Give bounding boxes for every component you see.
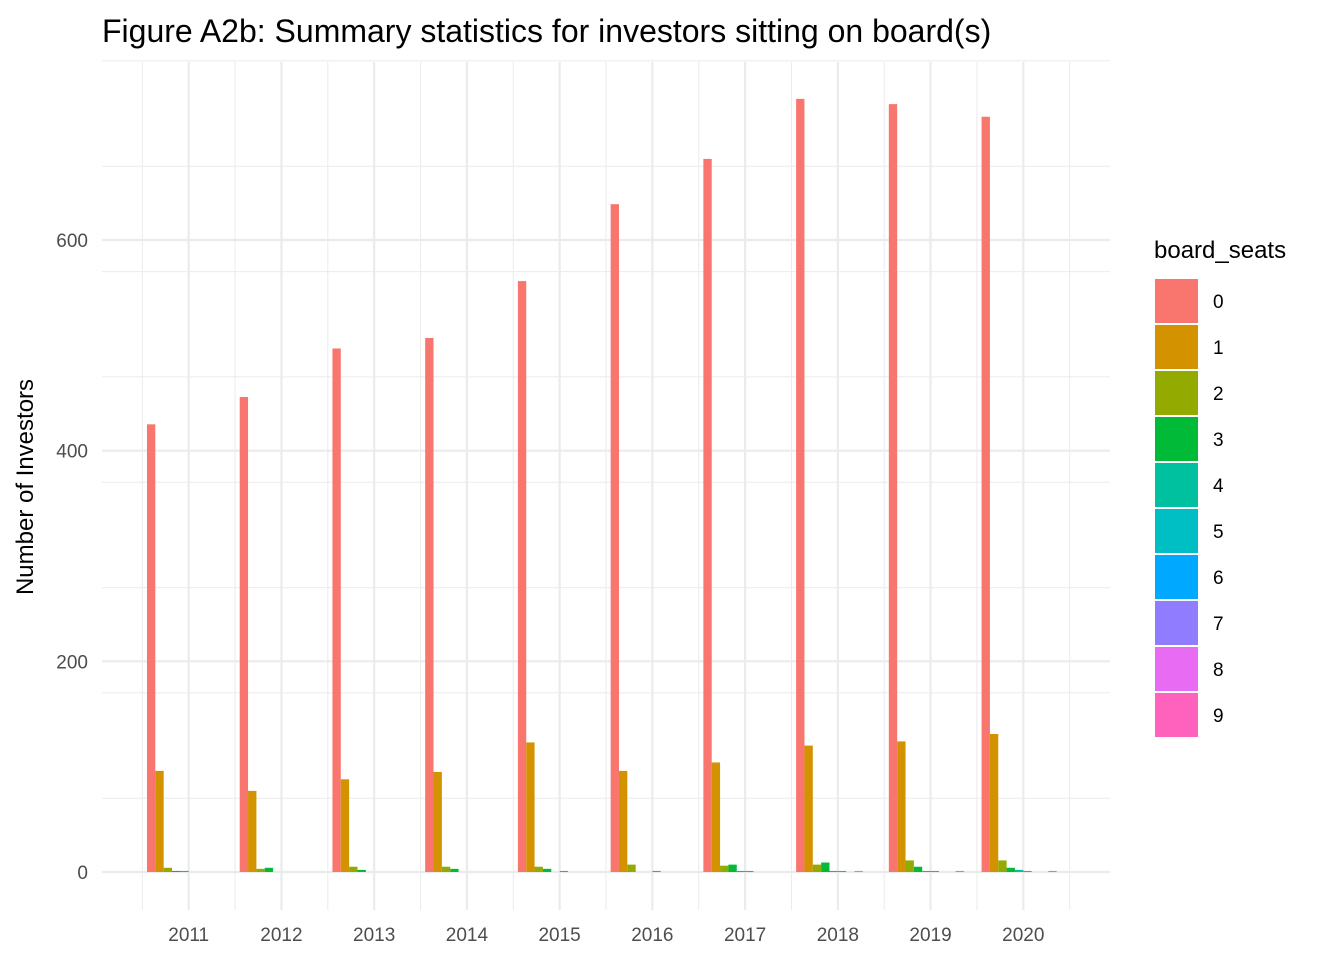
bar-2014-seats-1 bbox=[433, 771, 442, 872]
bar-2017-seats-5 bbox=[745, 870, 754, 872]
legend-label-6: 6 bbox=[1213, 568, 1224, 589]
bar-2020-seats-1 bbox=[989, 734, 999, 872]
bar-2015-seats-2 bbox=[534, 866, 543, 872]
bar-2012-seats-1 bbox=[248, 790, 257, 872]
legend-label-9: 9 bbox=[1213, 706, 1224, 727]
bar-2017-seats-4 bbox=[736, 870, 746, 872]
x-tick-label: 2017 bbox=[724, 925, 766, 946]
legend-title: board_seats bbox=[1154, 237, 1286, 264]
legend-swatch-1 bbox=[1155, 325, 1198, 369]
legend-label-7: 7 bbox=[1213, 614, 1224, 635]
bar-2016-seats-2 bbox=[627, 864, 636, 872]
y-tick-label: 0 bbox=[77, 863, 88, 884]
legend: 0 1 2 3 4 5 6 7 8 9 bbox=[1155, 279, 1224, 737]
bar-2017-seats-0 bbox=[703, 158, 712, 873]
bar-2013-seats-0 bbox=[332, 348, 341, 872]
y-tick-label: 400 bbox=[56, 442, 88, 463]
legend-swatch-5 bbox=[1155, 509, 1198, 553]
bar-2015-seats-1 bbox=[526, 742, 535, 872]
bar-2019-seats-1 bbox=[897, 741, 906, 872]
bar-2019-seats-5 bbox=[930, 870, 939, 872]
bar-2013-seats-2 bbox=[349, 866, 358, 872]
bar-2016-seats-0 bbox=[610, 204, 619, 873]
bar-2017-seats-2 bbox=[720, 865, 729, 872]
legend-label-3: 3 bbox=[1213, 430, 1224, 451]
y-axis-ticks: 0 200 400 600 bbox=[56, 231, 88, 884]
bar-2016-seats-1 bbox=[618, 770, 628, 872]
bar-2011-seats-2 bbox=[163, 867, 173, 872]
bar-2018-seats-4 bbox=[829, 870, 838, 872]
legend-swatch-2 bbox=[1155, 371, 1198, 415]
bar-2020-seats-2 bbox=[998, 860, 1007, 872]
legend-swatch-4 bbox=[1155, 463, 1198, 507]
bar-2018-seats-0 bbox=[796, 98, 805, 872]
bar-2011-seats-0 bbox=[146, 424, 156, 872]
bar-2020-seats-3 bbox=[1006, 867, 1015, 872]
bar-2020-seats-8 bbox=[1048, 870, 1057, 872]
bar-2014-seats-0 bbox=[425, 337, 434, 873]
bar-2019-seats-0 bbox=[888, 104, 898, 873]
legend-label-4: 4 bbox=[1213, 476, 1224, 497]
bar-2015-seats-3 bbox=[542, 868, 552, 872]
bar-2019-seats-2 bbox=[905, 860, 914, 872]
y-tick-label: 200 bbox=[56, 652, 88, 673]
bar-2011-seats-4 bbox=[180, 870, 189, 872]
legend-swatch-6 bbox=[1155, 555, 1198, 599]
bar-2018-seats-3 bbox=[821, 862, 830, 872]
legend-label-5: 5 bbox=[1213, 522, 1224, 543]
x-tick-label: 2011 bbox=[168, 925, 209, 946]
x-axis-ticks: 2011 2012 2013 2014 2015 2016 2017 2018 2019 2020 bbox=[168, 925, 1044, 946]
bar-2015-seats-0 bbox=[517, 281, 527, 873]
bar-2018-seats-7 bbox=[854, 870, 863, 872]
bar-2013-seats-1 bbox=[340, 779, 350, 872]
x-tick-label: 2019 bbox=[909, 925, 951, 946]
bars bbox=[146, 98, 1057, 873]
bar-2019-seats-3 bbox=[913, 866, 923, 872]
x-tick-label: 2013 bbox=[353, 925, 395, 946]
x-tick-label: 2018 bbox=[817, 925, 859, 946]
legend-label-8: 8 bbox=[1213, 660, 1224, 681]
bar-2016-seats-5 bbox=[652, 870, 661, 872]
legend-swatch-8 bbox=[1155, 647, 1198, 691]
grid-lines bbox=[102, 60, 1110, 910]
x-tick-label: 2020 bbox=[1002, 925, 1044, 946]
y-tick-label: 600 bbox=[56, 231, 88, 252]
bar-2014-seats-2 bbox=[441, 866, 451, 872]
y-axis-title: Number of Investors bbox=[12, 379, 39, 595]
bar-2015-seats-5 bbox=[559, 870, 568, 872]
bar-2019-seats-4 bbox=[922, 870, 931, 872]
bar-2020-seats-4 bbox=[1014, 869, 1024, 872]
bar-2011-seats-3 bbox=[172, 870, 181, 872]
bar-2019-seats-8 bbox=[955, 870, 964, 872]
bar-2011-seats-1 bbox=[155, 770, 164, 872]
bar-2018-seats-5 bbox=[837, 870, 847, 872]
legend-label-1: 1 bbox=[1213, 338, 1224, 359]
legend-swatch-7 bbox=[1155, 601, 1198, 645]
bar-2017-seats-1 bbox=[711, 762, 721, 872]
legend-swatch-3 bbox=[1155, 417, 1198, 461]
legend-swatch-0 bbox=[1155, 279, 1198, 323]
bar-2013-seats-3 bbox=[357, 869, 366, 872]
bar-2020-seats-5 bbox=[1023, 870, 1032, 872]
bar-2012-seats-2 bbox=[256, 868, 265, 872]
bar-2017-seats-3 bbox=[728, 864, 737, 872]
x-tick-label: 2016 bbox=[631, 925, 673, 946]
chart-title: Figure A2b: Summary statistics for inves… bbox=[102, 13, 991, 49]
legend-swatch-9 bbox=[1155, 693, 1198, 737]
bar-2012-seats-0 bbox=[239, 396, 249, 872]
x-tick-label: 2014 bbox=[446, 925, 489, 946]
bar-2012-seats-3 bbox=[264, 867, 274, 872]
legend-label-0: 0 bbox=[1213, 292, 1224, 313]
bar-2014-seats-3 bbox=[450, 868, 459, 872]
bar-2018-seats-1 bbox=[804, 745, 813, 872]
x-tick-label: 2012 bbox=[260, 925, 302, 946]
bar-2018-seats-2 bbox=[812, 864, 822, 872]
legend-label-2: 2 bbox=[1213, 384, 1224, 405]
x-tick-label: 2015 bbox=[538, 925, 580, 946]
bar-2020-seats-0 bbox=[981, 116, 990, 872]
